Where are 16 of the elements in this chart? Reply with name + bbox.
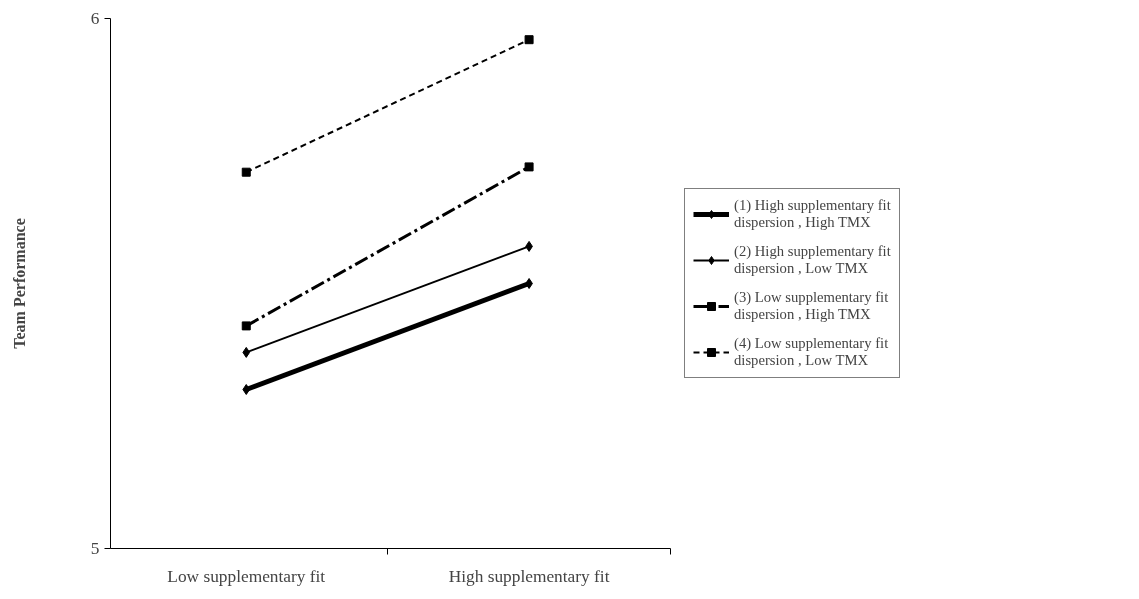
legend-label: (2) High supplementary fit dispersion , Low TMX <box>734 243 891 277</box>
point <box>241 321 251 331</box>
legend-label: (1) High supplementary fit dispersion , High TMX <box>734 197 891 231</box>
legend-label: (4) Low supplementary fit dispersion , Low TMX <box>734 335 889 369</box>
point <box>524 162 534 172</box>
point <box>524 35 534 45</box>
y-tick-label: 5 <box>90 539 100 558</box>
point <box>242 346 251 358</box>
point <box>241 167 251 177</box>
y-axis-title: Team Performance <box>10 218 28 349</box>
point <box>525 278 533 289</box>
legend-label: (3) Low supplementary fit dispersion , High TMX <box>734 289 889 323</box>
point <box>242 384 251 395</box>
x-tick-label: High supplementary fit <box>448 566 610 586</box>
x-tick-label: Low supplementary fit <box>167 566 326 586</box>
y-tick-label: 6 <box>90 9 100 28</box>
